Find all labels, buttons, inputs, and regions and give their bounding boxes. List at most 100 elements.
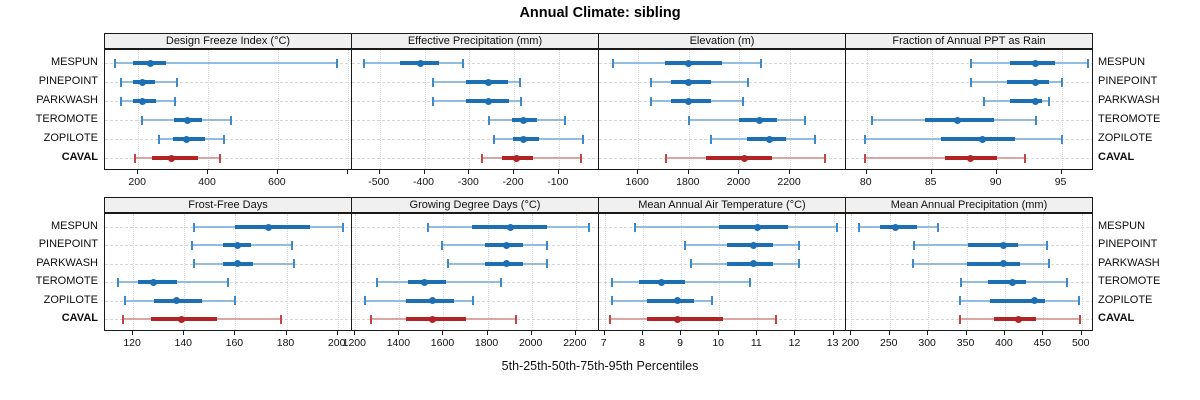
p5-cap bbox=[493, 134, 496, 144]
axis-tick-label: -200 bbox=[502, 176, 524, 188]
p5-cap bbox=[441, 240, 444, 250]
axis-tick-label: 1600 bbox=[625, 176, 649, 188]
site-label-left: MESPUN bbox=[50, 56, 98, 68]
vertical-gridline bbox=[866, 50, 868, 169]
panel-strip: Fraction of Annual PPT as Rain bbox=[845, 33, 1093, 49]
panel-plot bbox=[845, 49, 1093, 170]
median-dot bbox=[178, 315, 186, 323]
median-dot bbox=[234, 260, 242, 268]
p95-cap bbox=[229, 115, 232, 125]
panel-plot bbox=[598, 213, 846, 331]
axis-tick bbox=[276, 170, 278, 174]
median-dot bbox=[1030, 297, 1038, 305]
median-dot bbox=[1015, 315, 1023, 323]
p5-cap bbox=[432, 77, 435, 87]
median-dot bbox=[138, 97, 146, 105]
p95-cap bbox=[1086, 58, 1089, 68]
vertical-gridline bbox=[138, 50, 140, 169]
median-dot bbox=[150, 278, 158, 286]
median-dot bbox=[750, 241, 758, 249]
vertical-gridline bbox=[931, 50, 933, 169]
p5-cap bbox=[911, 259, 914, 269]
axis-tick bbox=[442, 331, 444, 335]
p5-cap bbox=[969, 58, 972, 68]
axis-tick bbox=[680, 331, 682, 335]
axis-tick-label: 300 bbox=[918, 337, 936, 349]
p95-cap bbox=[519, 77, 522, 87]
site-label-left: PINEPOINT bbox=[38, 238, 98, 251]
median-dot bbox=[502, 241, 510, 249]
row-gridline bbox=[352, 139, 598, 140]
axis-tick-label: 7 bbox=[600, 337, 607, 349]
median-dot bbox=[234, 241, 242, 249]
median-dot bbox=[967, 154, 975, 162]
row-gridline bbox=[352, 63, 598, 64]
vertical-gridline bbox=[928, 214, 930, 330]
p5-cap bbox=[650, 77, 653, 87]
p5-cap bbox=[870, 115, 873, 125]
p95-cap bbox=[823, 153, 826, 163]
site-label-left: CAVAL bbox=[61, 312, 98, 324]
vertical-gridline bbox=[889, 214, 891, 330]
axis-tick-label: 8 bbox=[638, 337, 645, 349]
axis-tick-label: 250 bbox=[879, 337, 898, 349]
row-gridline bbox=[352, 120, 598, 121]
site-label-left: TEROMOTE bbox=[35, 275, 98, 288]
vertical-gridline bbox=[514, 50, 516, 169]
axis-tick-label: 400 bbox=[198, 176, 216, 188]
panel-strip: Mean Annual Precipitation (mm) bbox=[845, 197, 1093, 213]
median-dot bbox=[182, 135, 190, 143]
axis-tick bbox=[832, 331, 834, 335]
p5-cap bbox=[689, 259, 692, 269]
p95-cap bbox=[222, 134, 225, 144]
axis-tick-label: 140 bbox=[174, 337, 193, 349]
p5-cap bbox=[190, 240, 193, 250]
median-dot bbox=[753, 223, 761, 231]
iqr-bar bbox=[1009, 99, 1043, 103]
vertical-gridline bbox=[1061, 50, 1063, 169]
median-dot bbox=[685, 59, 693, 67]
p5-cap bbox=[982, 96, 985, 106]
panel-plot bbox=[104, 49, 352, 170]
median-dot bbox=[520, 116, 528, 124]
vertical-gridline bbox=[575, 214, 577, 330]
axis-tick-label: 1800 bbox=[676, 176, 700, 188]
axis-tick bbox=[850, 331, 852, 335]
median-dot bbox=[1009, 278, 1017, 286]
row-gridline bbox=[352, 300, 598, 302]
p95-cap bbox=[280, 314, 283, 324]
site-label-left: MESPUN bbox=[50, 220, 98, 232]
axis-tick-label: 400 bbox=[995, 337, 1013, 349]
vertical-gridline bbox=[604, 214, 606, 330]
row-gridline bbox=[846, 63, 1092, 64]
p95-cap bbox=[814, 134, 817, 144]
vertical-gridline bbox=[277, 50, 279, 169]
axis-tick bbox=[641, 331, 643, 335]
axis-tick-label: 600 bbox=[268, 176, 286, 188]
p5-cap bbox=[193, 222, 196, 232]
panel-strip: Mean Annual Air Temperature (°C) bbox=[598, 197, 846, 213]
axis-tick bbox=[718, 331, 720, 335]
axis-tick bbox=[865, 170, 867, 174]
panel-strip: Elevation (m) bbox=[598, 33, 846, 49]
axis-tick bbox=[513, 170, 515, 174]
p95-cap bbox=[234, 296, 237, 306]
axis-tick-label: 1200 bbox=[342, 337, 366, 349]
median-dot bbox=[978, 135, 986, 143]
axis-tick bbox=[574, 331, 576, 335]
p95-cap bbox=[937, 222, 940, 232]
p5-cap bbox=[960, 277, 963, 287]
median-dot bbox=[507, 223, 515, 231]
p5-cap bbox=[432, 96, 435, 106]
median-dot bbox=[1032, 78, 1040, 86]
site-label-right: TEROMOTE bbox=[1098, 275, 1161, 288]
p5-cap bbox=[913, 240, 916, 250]
iqr-bar bbox=[706, 156, 773, 160]
p5-cap bbox=[114, 58, 117, 68]
p5-cap bbox=[446, 259, 449, 269]
site-label-right: ZOPILOTE bbox=[1098, 132, 1153, 144]
p5-cap bbox=[969, 77, 972, 87]
axis-tick bbox=[398, 331, 400, 335]
p5-cap bbox=[480, 153, 483, 163]
axis-tick-label: 1600 bbox=[430, 337, 455, 349]
